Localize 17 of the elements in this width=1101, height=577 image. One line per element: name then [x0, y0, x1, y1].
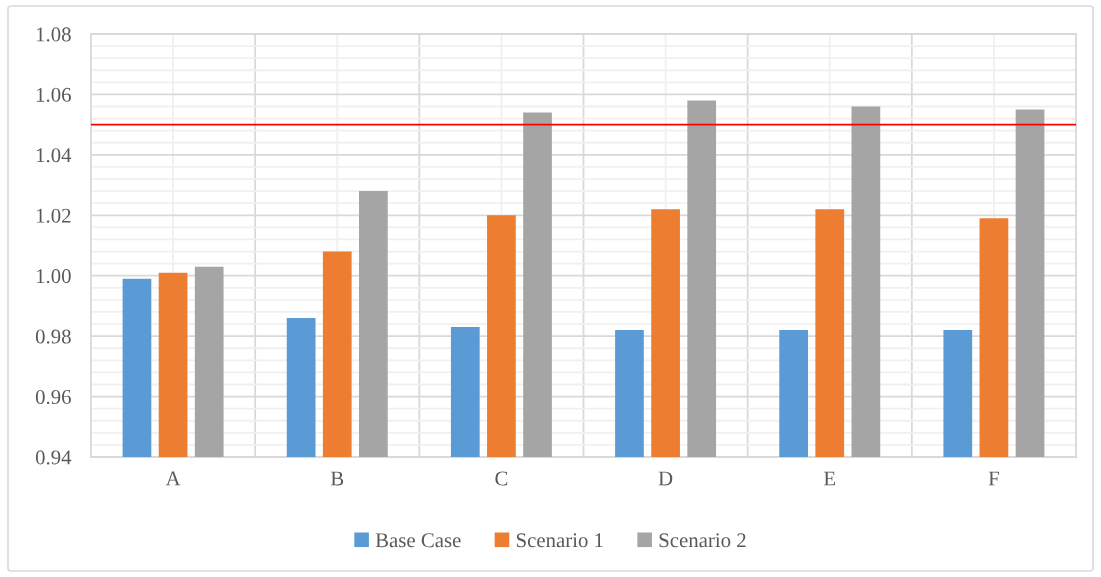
x-tick-label: A [165, 471, 181, 486]
y-tick-label: 0.96 [35, 389, 71, 405]
y-tick-label: 0.94 [35, 450, 72, 465]
y-tick-label: 1.02 [36, 208, 71, 223]
x-tick-label: D [658, 471, 673, 486]
y-tick-label: 1.04 [36, 148, 72, 163]
legend-label: Scenario 2 [659, 533, 746, 548]
x-tick-label: C [495, 471, 508, 486]
y-tick-label: 0.98 [35, 329, 71, 344]
y-tick-label: 1.06 [36, 87, 71, 102]
y-tick-label: 1.08 [36, 27, 71, 42]
legend-label: Scenario 1 [516, 533, 603, 548]
y-tick-label: 1.00 [36, 269, 71, 284]
legend-label: Base Case [375, 533, 461, 548]
x-tick-label: B [330, 471, 344, 486]
x-tick-label: E [823, 471, 836, 486]
x-tick-label: F [988, 471, 999, 486]
